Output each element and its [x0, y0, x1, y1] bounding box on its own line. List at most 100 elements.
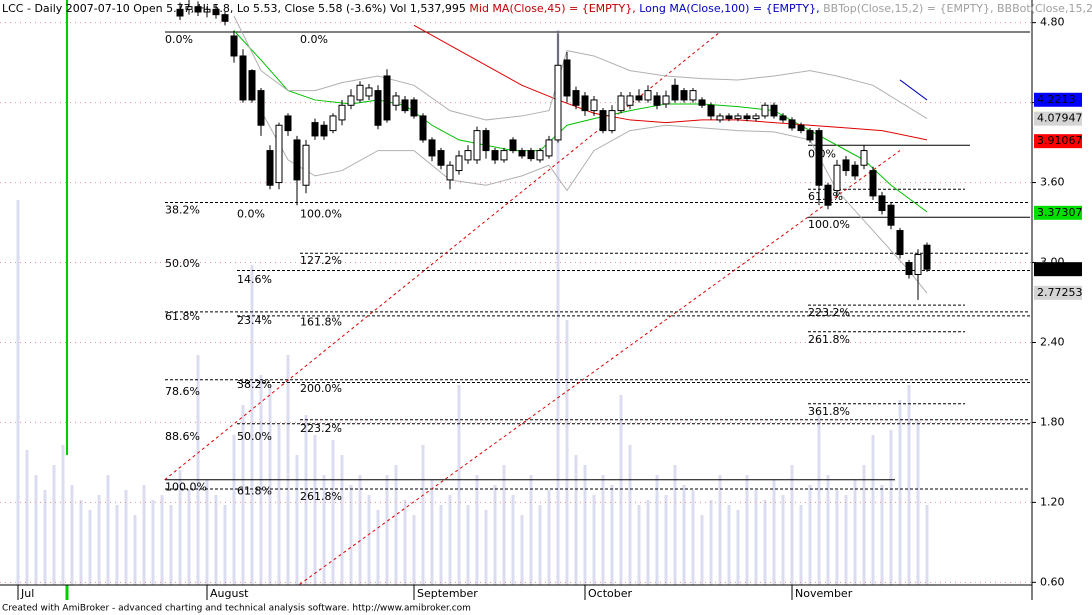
y-tick-label: 3.60	[1040, 176, 1065, 189]
candle-body	[878, 195, 886, 212]
fib-label: 127.2%	[300, 254, 342, 267]
volume-bar	[844, 495, 848, 585]
candle-body	[833, 164, 841, 192]
candle-body	[500, 150, 508, 161]
volume-bar	[142, 485, 146, 585]
volume-bar	[439, 505, 443, 585]
candle-body	[797, 124, 805, 132]
last-value-box	[1034, 285, 1082, 300]
candle-body	[563, 59, 571, 97]
last-value-box	[1034, 134, 1082, 149]
candle-body	[509, 139, 517, 152]
candle-body	[284, 115, 292, 132]
candle-body	[905, 262, 913, 276]
volume-bar	[403, 500, 407, 585]
x-tick-label: September	[417, 587, 478, 600]
volume-bar	[349, 485, 353, 585]
volume-bar	[295, 455, 299, 585]
volume-bar	[106, 475, 110, 585]
volume-bar	[268, 385, 272, 585]
volume-bar	[556, 30, 560, 585]
volume-bar	[394, 465, 398, 585]
volume-bar	[412, 515, 416, 585]
candle-body	[644, 90, 652, 101]
fib-label: 14.6%	[237, 273, 272, 286]
candle-body	[761, 104, 769, 117]
volume-bar	[646, 500, 650, 585]
indicator-line	[899, 79, 928, 101]
candle-body	[239, 55, 247, 101]
candle-body	[707, 104, 715, 117]
y-tick-label: 4.80	[1040, 16, 1065, 29]
volume-bar	[358, 475, 362, 585]
candle-body	[896, 230, 904, 256]
candle-body	[419, 115, 427, 141]
candle-body	[554, 64, 562, 141]
candle-body	[635, 95, 643, 101]
volume-bar	[916, 420, 920, 585]
indicator-line	[233, 30, 928, 213]
chart-title: LCC - Daily 2007-07-10 Open 5.77, Hi 5.8…	[2, 2, 1092, 15]
candle-body	[869, 170, 877, 197]
fib-label: 0.0%	[165, 33, 193, 46]
candle-body	[482, 130, 490, 152]
candle-body	[536, 150, 544, 161]
volume-bar	[745, 475, 749, 585]
fib-label: 78.6%	[165, 385, 200, 398]
volume-bar	[826, 475, 830, 585]
candle-body	[338, 104, 346, 121]
candle-body	[302, 144, 310, 186]
label-layer: 4.804.203.603.002.401.801.200.60JulAugus…	[17, 16, 1083, 600]
volume-bar	[628, 445, 632, 585]
candle-body	[329, 115, 337, 132]
candle-body	[842, 159, 850, 172]
volume-bar	[385, 475, 389, 585]
candle-body	[860, 150, 868, 166]
footer: Created with AmiBroker - advanced charti…	[2, 604, 471, 614]
x-tick-label: August	[210, 587, 249, 600]
volume-layer	[16, 30, 929, 585]
volume-bar	[709, 500, 713, 585]
volume-bar	[88, 510, 92, 585]
candle-body	[455, 155, 463, 172]
fib-label: 0.0%	[237, 208, 265, 221]
grid-layer	[0, 22, 1036, 583]
volume-bar	[484, 510, 488, 585]
candle-body	[581, 95, 589, 112]
volume-bar	[313, 435, 317, 585]
candle-body	[671, 84, 679, 101]
volume-bar	[340, 455, 344, 585]
last-value-box	[1034, 205, 1082, 220]
candle-body	[698, 99, 706, 106]
volume-bar	[529, 475, 533, 585]
candle-body	[212, 8, 220, 16]
volume-bar	[25, 450, 29, 585]
fib-label: 61.8%	[237, 485, 272, 498]
trendline	[164, 31, 721, 481]
volume-bar	[799, 505, 803, 585]
volume-bar	[232, 435, 236, 585]
volume-bar	[277, 425, 281, 585]
fib-label: 361.8%	[808, 405, 850, 418]
candle-body	[518, 150, 526, 157]
candle-body	[464, 150, 472, 161]
candle-body	[815, 130, 823, 186]
volume-bar	[538, 505, 542, 585]
volume-bar	[637, 505, 641, 585]
fib-label: 50.0%	[165, 257, 200, 270]
candle-body	[689, 90, 697, 101]
volume-bar	[214, 495, 218, 585]
volume-bar	[34, 475, 38, 585]
fib-label: 100.0%	[165, 481, 207, 494]
volume-bar	[421, 445, 425, 585]
volume-bar	[430, 480, 434, 585]
fib-label: 0.0%	[808, 148, 836, 161]
volume-bar	[754, 490, 758, 585]
volume-bar	[610, 485, 614, 585]
volume-bar	[619, 395, 623, 585]
volume-bar	[61, 445, 65, 585]
volume-bar	[682, 485, 686, 585]
volume-bar	[790, 465, 794, 585]
indicator-line	[260, 110, 928, 294]
volume-bar	[889, 430, 893, 585]
